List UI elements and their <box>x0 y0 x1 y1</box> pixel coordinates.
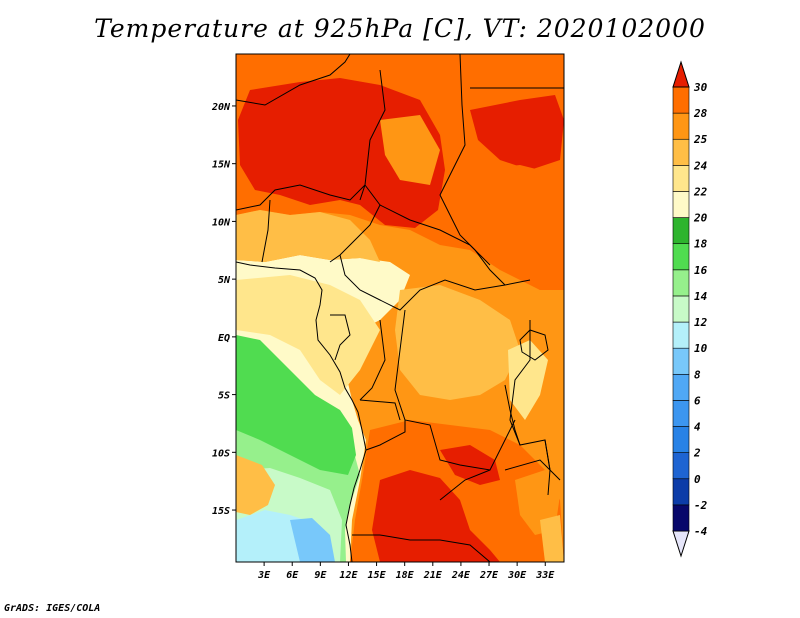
colorbar-swatch <box>672 295 690 323</box>
lake-victoria <box>519 329 549 361</box>
field-region-ocean-16 <box>236 335 356 475</box>
field-region-central-24 <box>395 285 520 400</box>
field-region-ocean-8 <box>290 518 335 562</box>
colorbar-swatch <box>672 86 690 114</box>
colorbar-swatch <box>672 243 690 271</box>
colorbar-label: 4 <box>694 421 701 434</box>
colorbar-label: 30 <box>693 81 708 94</box>
x-tick-label: 24E <box>451 570 471 581</box>
colorbar-label: 8 <box>694 368 701 381</box>
colorbar-label: 25 <box>693 133 708 146</box>
colorbar-swatch <box>672 112 690 140</box>
x-tick-label: 12E <box>339 570 358 581</box>
field-region-south-30-b <box>440 445 500 485</box>
colorbar-label: 22 <box>693 185 708 198</box>
colorbar-label: 10 <box>694 342 708 355</box>
lake-tanganyika <box>504 384 521 446</box>
y-tick-label: EQ <box>218 333 230 344</box>
colorbar-label: 16 <box>694 264 708 277</box>
colorbar-label: 12 <box>694 316 708 329</box>
colorbar-label: 18 <box>694 238 708 251</box>
border-segment <box>379 204 491 266</box>
border-segment <box>359 399 401 421</box>
field-region-northeast-30 <box>470 95 564 170</box>
border-segment <box>394 309 516 471</box>
x-tick-label: 27E <box>479 570 499 581</box>
country-borders <box>236 54 564 562</box>
colorbar-swatch <box>672 452 690 480</box>
y-tick-label: 15S <box>212 506 230 517</box>
colorbar-label: 28 <box>693 107 708 120</box>
colorbar-swatch <box>672 400 690 427</box>
chart-title: Temperature at 925hPa [C], VT: 202010200… <box>94 14 706 43</box>
y-tick-label: 20N <box>211 102 231 113</box>
colorbar-label: -2 <box>694 499 708 512</box>
border-segment <box>236 54 351 106</box>
temperature-field <box>236 54 564 562</box>
colorbar-swatch <box>672 373 690 401</box>
border-segment <box>339 254 531 311</box>
field-region-north-30 <box>238 78 445 228</box>
coastline <box>236 261 367 562</box>
border-segment <box>261 199 271 263</box>
field-region-east-highlands-22 <box>508 340 548 420</box>
x-tick-label: 18E <box>396 570 415 581</box>
colorbar-swatch <box>672 504 690 532</box>
colorbar-extend-low <box>672 530 690 558</box>
colorbar-label: 24 <box>693 159 708 172</box>
field-region-north-25 <box>380 115 440 185</box>
map-frame <box>235 53 565 563</box>
colorbar-swatch <box>672 426 690 453</box>
border-segment <box>329 184 381 263</box>
x-tick-label: 15E <box>368 570 387 581</box>
border-segment <box>359 319 386 401</box>
colorbar-swatch <box>672 321 690 349</box>
colorbar-label: 14 <box>694 290 708 303</box>
colorbar-swatch <box>672 165 690 192</box>
border-segment <box>365 420 406 451</box>
x-tick-label: 9E <box>314 570 327 581</box>
field-region-southeast-24 <box>540 515 564 562</box>
colorbar-swatch <box>672 478 690 506</box>
colorbar-label: 2 <box>693 447 701 460</box>
border-segment <box>504 459 561 481</box>
colorbar-label: -4 <box>694 525 708 538</box>
border-segment <box>236 184 366 211</box>
axes: 3E 6E 9E 12E 15E 18E 21E 24E 27E 30E 33E 20N 15N 10N 5… <box>211 102 555 581</box>
x-tick-label: 6E <box>286 570 299 581</box>
colorbar-swatch <box>672 347 690 375</box>
y-tick-label: 5S <box>218 391 230 402</box>
y-tick-label: 15N <box>212 160 231 171</box>
colorbar-label: 0 <box>694 473 701 486</box>
colorbar-extend-high <box>672 60 690 88</box>
field-region-west-24 <box>236 210 380 262</box>
border-segment <box>352 534 491 562</box>
colorbar-swatch <box>672 217 690 245</box>
x-tick-label: 33E <box>535 570 555 581</box>
field-region-east-28 <box>470 165 564 290</box>
border-segment <box>439 469 491 501</box>
y-tick-label: 5N <box>218 275 231 286</box>
y-tick-label: 10N <box>212 217 231 228</box>
x-tick-label: 30E <box>507 570 527 581</box>
colorbar-label: 6 <box>694 394 701 407</box>
colorbar-swatch <box>672 191 690 218</box>
x-tick-label: 3E <box>257 570 271 581</box>
border-segment <box>359 69 386 201</box>
field-region-coast-22 <box>236 275 380 395</box>
field-region-sw-coast-warm <box>236 455 275 515</box>
credit-text: GrADS: IGES/COLA <box>4 603 101 614</box>
colorbar-swatch <box>672 138 690 166</box>
border-segment <box>439 54 506 286</box>
border-segment <box>330 314 351 361</box>
colorbar-label: 20 <box>693 212 708 225</box>
x-tick-label: 21E <box>423 570 443 581</box>
lake-malawi <box>544 439 551 496</box>
colorbar-swatch <box>672 269 690 297</box>
y-tick-label: 10S <box>212 448 230 459</box>
